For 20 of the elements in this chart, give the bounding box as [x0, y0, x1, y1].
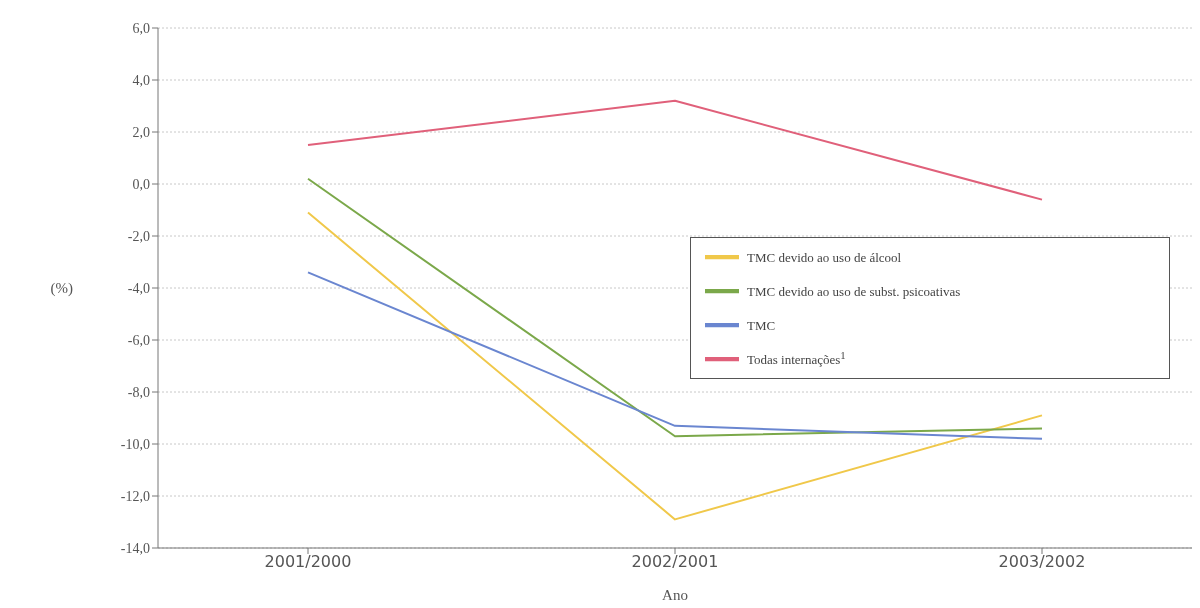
- y-tick-label: -12,0: [120, 488, 150, 504]
- y-tick-label: 2,0: [132, 124, 150, 140]
- legend-label: Todas internações$^{1}$: [747, 348, 846, 367]
- y-tick-label: -4,0: [127, 280, 150, 296]
- x-tick-label: 2001/2000: [264, 552, 352, 572]
- x-axis-title: Ano: [662, 587, 688, 603]
- y-tick-label: -2,0: [127, 228, 150, 244]
- y-tick-label: 6,0: [132, 20, 150, 36]
- legend-label: TMC: [747, 317, 776, 333]
- y-tick-label: 0,0: [132, 176, 150, 192]
- y-tick-label: -8,0: [127, 384, 150, 400]
- y-axis-title: (%): [50, 280, 73, 298]
- y-tick-label: -14,0: [120, 540, 150, 556]
- y-tick-label: 4,0: [132, 72, 150, 88]
- legend-label: TMC devido ao uso de álcool: [747, 249, 902, 265]
- y-tick-label: -10,0: [120, 436, 150, 452]
- x-tick-label: 2002/2001: [631, 552, 719, 572]
- x-tick-label: 2003/2002: [998, 552, 1086, 572]
- y-tick-label: -6,0: [127, 332, 150, 348]
- legend-label: TMC devido ao uso de subst. psicoativas: [747, 283, 961, 299]
